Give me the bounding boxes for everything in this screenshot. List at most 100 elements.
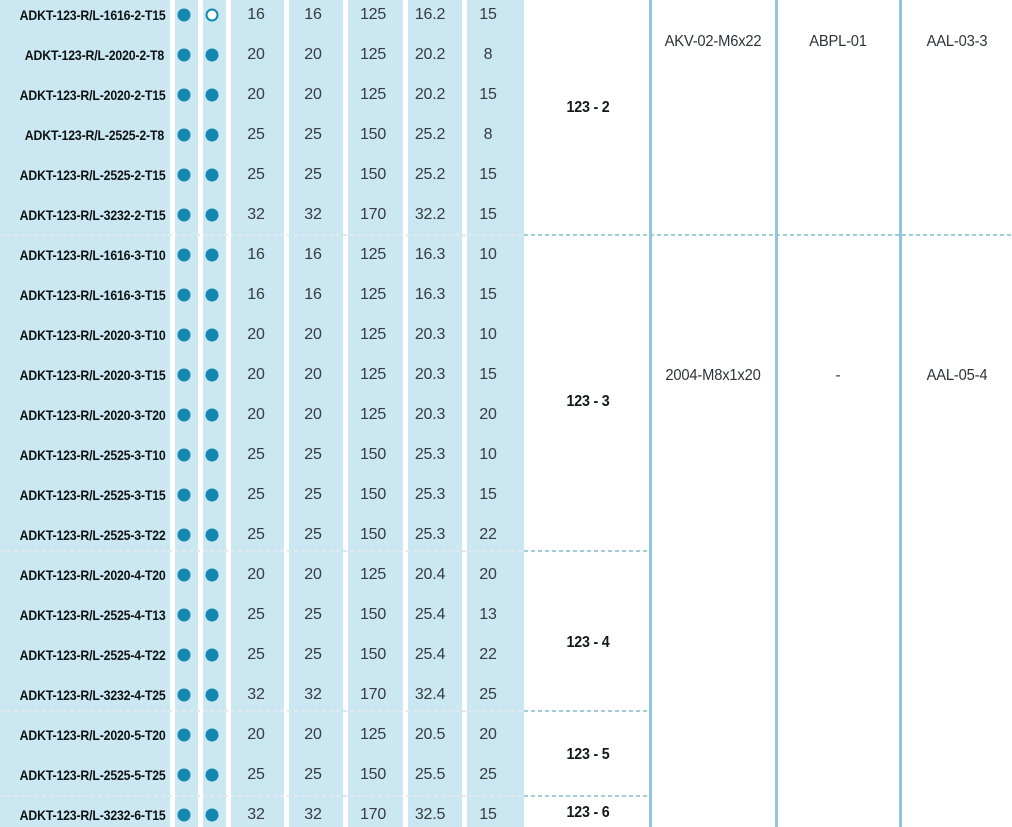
dimension-value: 25 [304,486,322,503]
part-number: ADKT-123-R/L-2525-2-T15 [19,167,166,183]
dimension-value: 20.3 [414,406,446,423]
accessory-part-number: ABPL-01 [809,33,867,50]
dimension-value: 20 [247,566,265,583]
column-separator [198,0,203,827]
table-row: ADKT-123-R/L-2525-2-T8 25 25 150 25.2 8 [0,115,524,155]
availability-dot-filled-icon [177,168,191,182]
availability-dot-filled-icon [177,488,191,502]
availability-dot-filled-icon [205,288,219,302]
part-number: ADKT-123-R/L-1616-2-T15 [19,7,166,23]
availability-dot-filled-icon [177,448,191,462]
group-separator-dash [0,710,524,712]
table-row: ADKT-123-R/L-3232-2-T15 32 32 170 32.2 15 [0,195,524,235]
column-separator [284,0,289,827]
availability-dot-filled-icon [205,408,219,422]
dimension-value: 20.3 [414,366,446,383]
table-row: ADKT-123-R/L-2020-3-T15 20 20 125 20.3 15 [0,355,524,395]
dimension-value: 16 [247,246,265,263]
table-row: ADKT-123-R/L-2525-4-T13 25 25 150 25.4 13 [0,595,524,635]
dimension-value: 16.3 [414,286,446,303]
dimension-value: 25 [247,766,265,783]
group-label: 123 - 5 [566,746,610,763]
availability-dot-filled-icon [177,88,191,102]
column-grid-line [775,0,778,827]
dimension-value: 32 [247,206,265,223]
dimension-value: 150 [359,766,387,783]
availability-dot-filled-icon [177,568,191,582]
dimension-value: 25 [479,686,497,703]
dimension-value: 32.5 [414,806,446,823]
table-row: ADKT-123-R/L-2020-2-T15 20 20 125 20.2 15 [0,75,524,115]
column-separator [343,0,348,827]
column-separator [170,0,175,827]
dimension-value: 25.4 [414,606,446,623]
dimension-value: 25 [247,166,265,183]
dimension-value: 20 [247,366,265,383]
dimension-value: 32 [304,206,322,223]
part-number: ADKT-123-R/L-3232-4-T25 [19,687,166,703]
dimension-value: 15 [479,86,497,103]
dimension-value: 170 [359,206,387,223]
availability-dot-filled-icon [205,208,219,222]
dimension-value: 25.3 [414,526,446,543]
dimension-value: 25 [247,486,265,503]
dimension-value: 125 [359,326,387,343]
part-number: ADKT-123-R/L-2020-3-T20 [19,407,166,423]
dimension-value: 32.4 [414,686,446,703]
group-separator-dash [524,795,650,797]
group-separator-dash [524,234,1012,236]
dimension-value: 16 [304,6,322,23]
availability-dot-filled-icon [205,128,219,142]
dimension-value: 25 [247,446,265,463]
table-row: ADKT-123-R/L-2525-2-T15 25 25 150 25.2 15 [0,155,524,195]
part-number: ADKT-123-R/L-1616-3-T15 [19,287,166,303]
dimension-value: 16 [247,286,265,303]
column-separator [462,0,467,827]
part-number: ADKT-123-R/L-2525-4-T13 [19,607,166,623]
table-row: ADKT-123-R/L-2020-2-T8 20 20 125 20.2 8 [0,35,524,75]
table-row: ADKT-123-R/L-3232-6-T15 32 32 170 32.5 15 [0,795,524,827]
availability-dot-filled-icon [205,728,219,742]
group-label: 123 - 2 [566,99,610,116]
dimension-value: 25.2 [414,126,446,143]
part-number: ADKT-123-R/L-2525-4-T22 [19,647,166,663]
dimension-value: 32 [247,686,265,703]
dimension-value: 22 [479,646,497,663]
dimension-value: 16 [304,246,322,263]
dimension-value: 10 [479,326,497,343]
dimension-value: 20 [247,86,265,103]
table-row: ADKT-123-R/L-1616-2-T15 16 16 125 16.2 15 [0,0,524,35]
part-number: ADKT-123-R/L-2525-5-T25 [19,767,166,783]
dimension-value: 15 [479,6,497,23]
dimension-value: 20 [304,46,322,63]
availability-dot-filled-icon [177,528,191,542]
dimension-value: 20 [247,406,265,423]
group-separator-dash [524,550,650,552]
dimension-value: 150 [359,126,387,143]
column-grid-line [649,0,652,827]
dimension-value: 125 [359,46,387,63]
dimension-value: 25 [304,766,322,783]
dimension-value: 25 [479,766,497,783]
column-separator [226,0,231,827]
availability-dot-filled-icon [205,488,219,502]
dimension-value: 125 [359,6,387,23]
table-row: ADKT-123-R/L-2020-4-T20 20 20 125 20.4 20 [0,555,524,595]
dimension-value: 25.3 [414,446,446,463]
dimension-value: 125 [359,286,387,303]
dimension-value: 25 [304,446,322,463]
availability-dot-open-icon [205,8,219,22]
accessory-part-number: AKV-02-M6x22 [664,33,762,50]
table-row: ADKT-123-R/L-2020-5-T20 20 20 125 20.5 20 [0,715,524,755]
dimension-value: 25 [247,646,265,663]
dimension-value: 22 [479,526,497,543]
table-row: ADKT-123-R/L-1616-3-T10 16 16 125 16.3 10 [0,235,524,275]
dimension-value: 170 [359,686,387,703]
table-row: ADKT-123-R/L-2525-3-T22 25 25 150 25.3 22 [0,515,524,555]
availability-dot-filled-icon [177,8,191,22]
dimension-value: 20.3 [414,326,446,343]
dimension-value: 150 [359,526,387,543]
dimension-value: 16.3 [414,246,446,263]
availability-dot-filled-icon [177,808,191,822]
